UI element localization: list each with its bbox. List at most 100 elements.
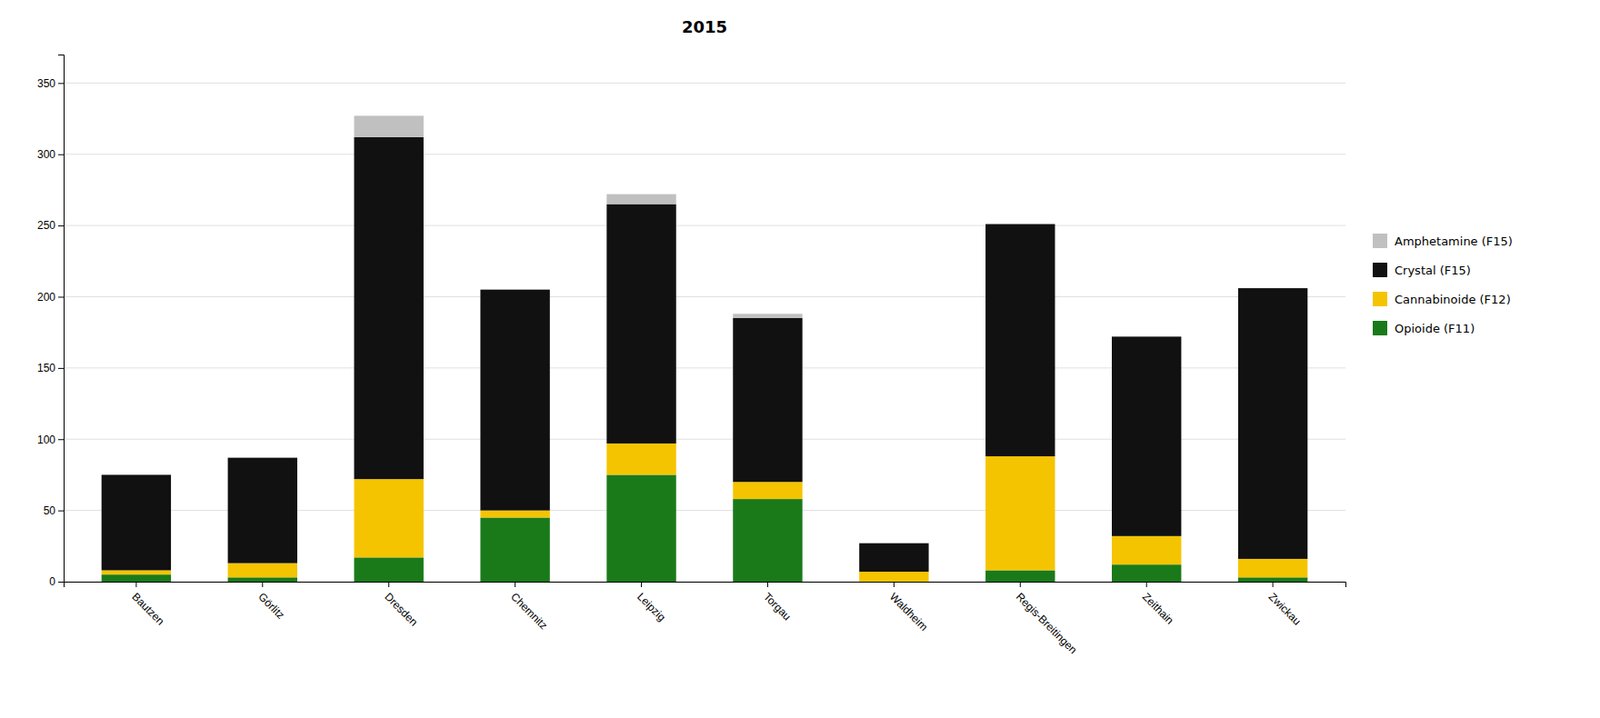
x-tick-mark: [1020, 581, 1021, 588]
x-tick-label: Bautzen: [129, 590, 167, 629]
x-tick: Regis-Breitingen: [1013, 581, 1080, 657]
x-tick-mark: [767, 581, 769, 588]
y-tick-mark: [58, 154, 64, 156]
y-tick-mark: [58, 439, 64, 440]
y-tick: 300: [37, 148, 64, 161]
legend-swatch: [1372, 320, 1388, 336]
x-tick-mark: [1146, 581, 1148, 588]
x-tick: Chemnitz: [508, 581, 550, 632]
bar-segment: [985, 223, 1055, 225]
bar-segment: [859, 571, 929, 582]
bar-segment: [480, 517, 550, 582]
bar-segment: [732, 313, 802, 319]
bars: [101, 115, 1309, 582]
bar-segment: [1111, 564, 1181, 582]
y-tick-label: 100: [37, 433, 56, 447]
x-tick-mark: [640, 581, 642, 588]
x-tick-label: Dresden: [381, 590, 420, 630]
x-tick-mark: [514, 581, 516, 588]
bar-segment: [606, 443, 676, 475]
bar-segment: [228, 577, 298, 582]
x-tick-mark: [388, 581, 390, 588]
bar-segment: [732, 499, 802, 582]
y-tick: 200: [37, 290, 64, 304]
bar-segment: [1238, 559, 1308, 578]
bar-segment: [732, 481, 802, 500]
y-tick-label: 0: [49, 575, 56, 589]
x-tick-mark: [1272, 581, 1274, 588]
y-axis: 050100150200250300350: [37, 55, 65, 590]
grid-line: [63, 153, 1346, 155]
bar-segment: [354, 557, 424, 582]
legend-item: Crystal (F15): [1372, 262, 1471, 278]
bar-segment: [606, 474, 676, 582]
bar-segment: [354, 115, 424, 138]
y-tick: 0: [49, 575, 64, 589]
x-tick-label: Zeithain: [1140, 590, 1177, 628]
grid-line: [63, 82, 1346, 84]
legend-label: Cannabinoide (F12): [1394, 292, 1511, 307]
legend-label: Opioide (F11): [1394, 321, 1475, 336]
legend-swatch: [1372, 233, 1388, 249]
y-tick-label: 250: [37, 219, 56, 232]
plot: 050100150200250300350BautzenGörlitzDresd…: [37, 55, 1347, 658]
x-tick: Waldheim: [887, 581, 930, 634]
bar-segment: [228, 563, 298, 579]
series: [354, 115, 803, 319]
x-tick-label: Regis-Breitingen: [1013, 590, 1080, 658]
chart: 050100150200250300350BautzenGörlitzDresd…: [0, 0, 1600, 718]
x-tick-label: Torgau: [760, 590, 794, 624]
x-tick-label: Leipzig: [634, 590, 669, 625]
y-tick-mark: [58, 296, 64, 298]
legend: Amphetamine (F15) Crystal (F15) Cannabinoi…: [1372, 233, 1513, 336]
legend-item: Opioide (F11): [1372, 320, 1475, 336]
bar-segment: [985, 224, 1055, 458]
y-tick: 100: [37, 433, 64, 447]
x-tick: Zwickau: [1266, 581, 1304, 629]
y-tick: 250: [37, 219, 64, 232]
bar-segment: [1111, 336, 1181, 536]
bar-segment: [1238, 288, 1308, 290]
x-tick: Torgau: [760, 581, 794, 623]
bar-segment: [606, 204, 676, 444]
x-tick: Dresden: [381, 581, 420, 630]
bar-segment: [985, 456, 1055, 570]
bar-segment: [859, 542, 929, 544]
x-tick: Zeithain: [1140, 581, 1177, 628]
bar-segment: [101, 574, 171, 582]
bar-segment: [228, 458, 298, 564]
bar-segment: [1111, 336, 1181, 338]
y-tick-mark: [58, 82, 64, 84]
x-tick-label: Görlitz: [255, 590, 287, 622]
x-tick-mark: [893, 581, 895, 588]
bar-segment: [480, 290, 550, 511]
bar-segment: [101, 474, 171, 476]
x-tick-label: Waldheim: [887, 590, 930, 634]
x-tick-mark: [135, 581, 137, 588]
x-tick: Leipzig: [634, 581, 669, 624]
bar-segment: [1238, 288, 1308, 560]
legend-label: Amphetamine (F15): [1394, 234, 1513, 249]
y-tick-mark: [58, 368, 64, 370]
x-axis: Bautzen Görlitz Dresden Chemnitz Leipzig Torg…: [64, 581, 1347, 657]
grid-line: [63, 296, 1346, 298]
bar-segment: [354, 479, 424, 558]
y-tick: 350: [37, 77, 64, 90]
legend-item: Amphetamine (F15): [1372, 233, 1513, 249]
bar-segment: [101, 474, 171, 570]
bar-segment: [606, 194, 676, 205]
bar-segment: [1111, 536, 1181, 565]
legend-swatch: [1372, 262, 1388, 278]
y-axis-line: [58, 55, 65, 583]
y-tick-mark: [58, 225, 64, 227]
x-tick: Görlitz: [255, 581, 287, 622]
y-tick-label: 50: [43, 504, 57, 518]
title: 2015: [681, 17, 728, 37]
bar-segment: [1238, 577, 1308, 582]
x-tick-label: Zwickau: [1266, 590, 1304, 629]
bar-segment: [480, 510, 550, 519]
x-tick-mark: [261, 581, 263, 588]
grid: [63, 82, 1346, 582]
x-tick-label: Chemnitz: [508, 590, 550, 633]
x-axis-line: [64, 582, 1347, 589]
